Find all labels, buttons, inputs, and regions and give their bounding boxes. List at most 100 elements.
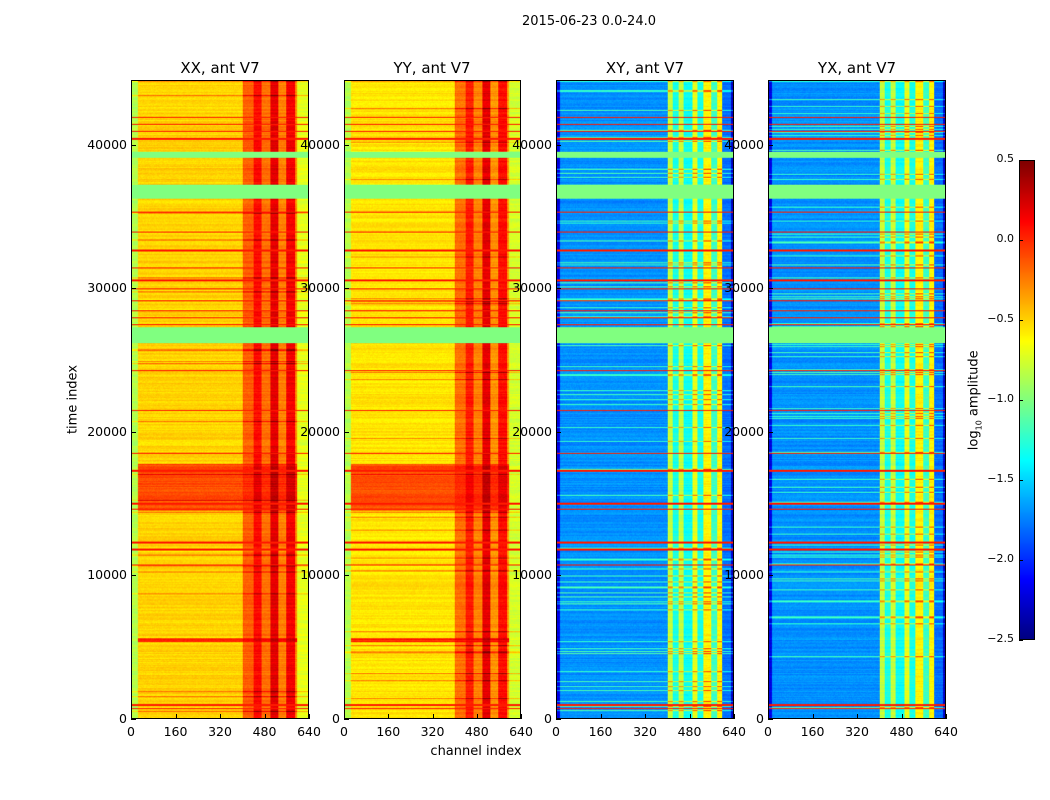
- x-tick-mark: [388, 714, 390, 719]
- x-tick-label: 160: [163, 724, 188, 739]
- x-tick-mark: [344, 714, 345, 719]
- y-tick-mark: [768, 288, 773, 290]
- y-tick-mark: [556, 144, 561, 146]
- x-tick-mark: [175, 714, 177, 719]
- x-tick-mark: [220, 714, 221, 719]
- x-tick-mark: [946, 714, 947, 719]
- colorbar-gradient: [1020, 161, 1034, 639]
- y-tick-label: 10000: [87, 567, 127, 583]
- heatmap-xy-canvas: [557, 81, 733, 718]
- panel-title-yy: YY, ant V7: [393, 59, 471, 77]
- x-tick-mark: [901, 714, 903, 719]
- colorbar-tick-label: −1.5: [987, 472, 1014, 485]
- y-tick-mark: [556, 431, 561, 433]
- y-tick-label: 20000: [724, 423, 764, 439]
- y-tick-mark: [768, 575, 773, 577]
- y-tick-label: 20000: [87, 423, 127, 439]
- y-tick-label: 40000: [300, 136, 340, 152]
- x-tick-mark: [556, 714, 557, 719]
- colorbar-tick-label: −2.5: [987, 632, 1014, 645]
- x-tick-label: 160: [376, 724, 401, 739]
- panel-title-xx: XX, ant V7: [180, 59, 260, 77]
- x-tick-label: 320: [633, 724, 657, 739]
- y-tick-mark: [768, 719, 773, 720]
- heatmap-yy: [344, 80, 521, 719]
- y-tick-mark: [556, 575, 561, 577]
- y-tick-mark: [131, 144, 136, 146]
- x-tick-label: 640: [509, 724, 533, 739]
- colorbar-tick-label: −2.0: [987, 552, 1014, 565]
- x-tick-label: 320: [208, 724, 232, 739]
- y-tick-mark: [131, 431, 136, 433]
- x-tick-label: 640: [934, 724, 958, 739]
- x-tick-mark: [645, 714, 646, 719]
- colorbar-tick-mark: [1019, 480, 1023, 481]
- x-tick-label: 0: [764, 724, 772, 739]
- colorbar-tick-mark: [1019, 640, 1023, 641]
- colorbar-tick-mark: [1019, 560, 1023, 561]
- y-tick-label: 10000: [724, 567, 764, 583]
- panel-title-xy: XY, ant V7: [605, 59, 685, 77]
- colorbar-tick-mark: [1019, 160, 1023, 161]
- heatmap-xx-canvas: [132, 81, 308, 718]
- y-tick-label: 30000: [87, 280, 127, 296]
- y-tick-label: 10000: [300, 567, 340, 583]
- y-tick-mark: [768, 144, 773, 146]
- colorbar-tick-mark: [1019, 320, 1023, 321]
- y-tick-label: 40000: [512, 136, 552, 152]
- x-tick-label: 480: [252, 724, 277, 739]
- x-tick-mark: [768, 714, 769, 719]
- colorbar-tick-label: 0.5: [996, 152, 1015, 165]
- y-tick-mark: [344, 719, 349, 720]
- y-tick-label: 30000: [512, 280, 552, 296]
- y-tick-mark: [131, 575, 136, 577]
- x-tick-label: 320: [420, 724, 445, 739]
- colorbar-tick-label: −1.0: [987, 392, 1014, 405]
- y-tick-mark: [131, 719, 136, 720]
- x-tick-mark: [600, 714, 602, 719]
- y-tick-mark: [344, 144, 349, 146]
- y-tick-label: 30000: [724, 280, 764, 296]
- x-tick-mark: [521, 714, 522, 719]
- y-tick-label: 10000: [512, 567, 552, 583]
- y-tick-mark: [344, 288, 349, 290]
- heatmap-yy-canvas: [345, 81, 520, 718]
- y-tick-label: 20000: [300, 423, 340, 439]
- heatmap-yx: [768, 80, 946, 719]
- colorbar-label-log: log: [966, 430, 982, 451]
- heatmap-xy: [556, 80, 734, 719]
- colorbar-tick-label: 0.0: [996, 232, 1015, 245]
- y-tick-label: 0: [332, 711, 340, 726]
- y-tick-mark: [556, 719, 561, 720]
- x-tick-label: 0: [340, 724, 348, 739]
- colorbar-label-rest: amplitude: [966, 350, 982, 421]
- panel-title-yx: YX, ant V7: [817, 59, 897, 77]
- x-tick-label: 160: [588, 724, 613, 739]
- heatmap-xx: [131, 80, 309, 719]
- y-tick-label: 0: [119, 711, 127, 726]
- y-tick-label: 0: [544, 711, 552, 726]
- x-tick-label: 480: [677, 724, 702, 739]
- y-tick-mark: [344, 431, 349, 433]
- x-tick-label: 0: [127, 724, 135, 739]
- x-tick-mark: [432, 714, 434, 719]
- y-tick-mark: [556, 288, 561, 290]
- x-tick-mark: [309, 714, 310, 719]
- y-tick-mark: [768, 431, 773, 433]
- y-tick-label: 30000: [300, 280, 340, 296]
- x-axis-label: channel index: [430, 744, 522, 759]
- y-tick-mark: [131, 288, 136, 290]
- y-tick-label: 40000: [87, 136, 127, 152]
- colorbar-tick-label: −0.5: [987, 312, 1014, 325]
- y-tick-label: 0: [756, 711, 764, 726]
- x-tick-mark: [476, 714, 478, 719]
- figure-title: 2015-06-23 0.0-24.0: [522, 14, 656, 29]
- x-tick-mark: [857, 714, 858, 719]
- colorbar-label-sub: 10: [974, 420, 984, 431]
- x-tick-label: 160: [800, 724, 825, 739]
- x-tick-label: 640: [297, 724, 321, 739]
- x-tick-mark: [812, 714, 814, 719]
- x-tick-label: 480: [889, 724, 914, 739]
- heatmap-yx-canvas: [769, 81, 945, 718]
